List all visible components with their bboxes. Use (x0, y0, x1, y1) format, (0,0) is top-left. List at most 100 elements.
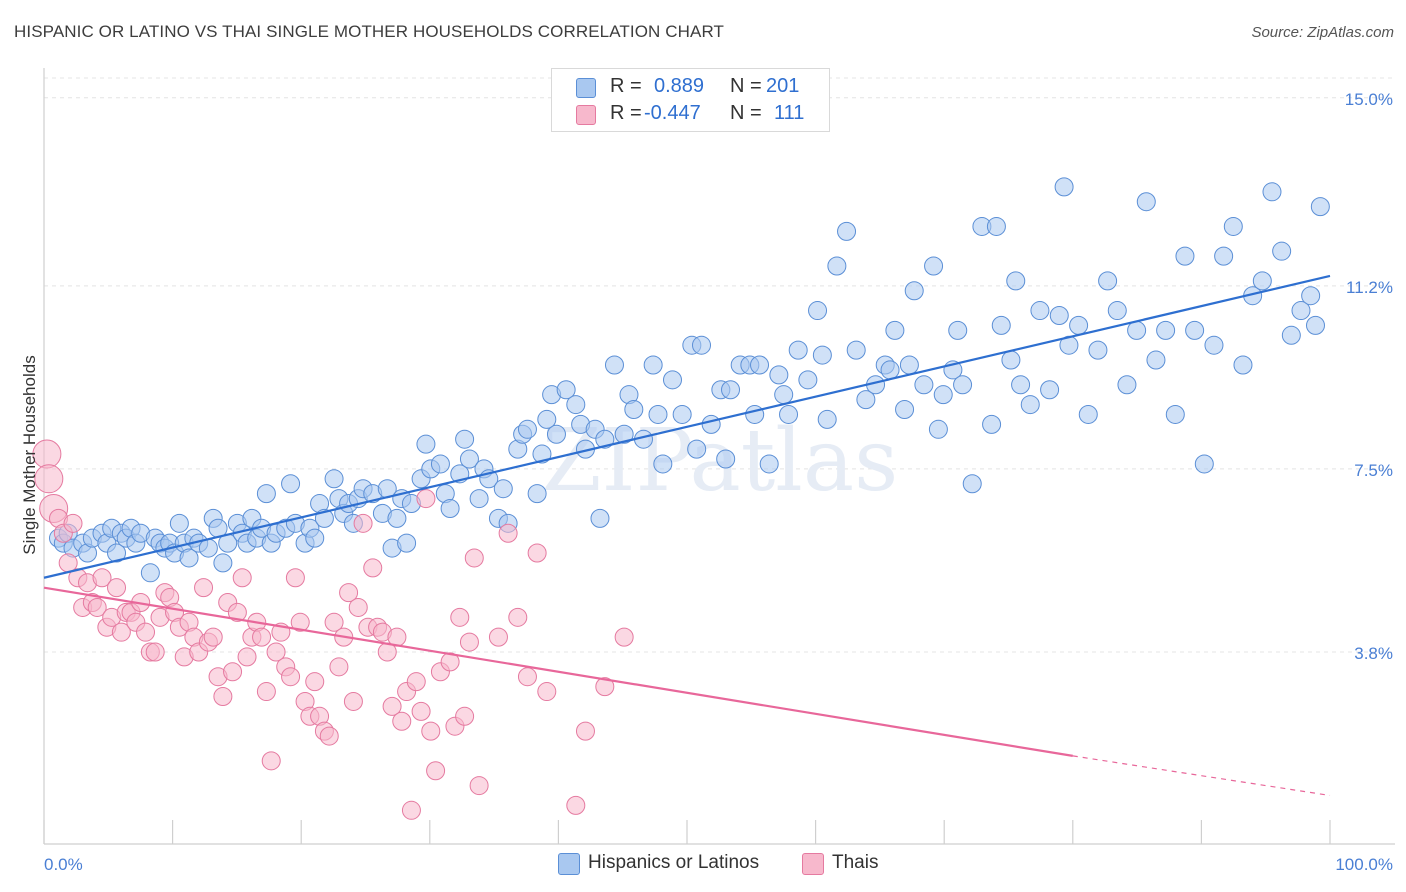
x-tick-label: 100.0% (1335, 855, 1393, 874)
y-tick-label: 11.2% (1346, 278, 1393, 297)
hispanic-point (1301, 286, 1321, 306)
hispanic-point (140, 563, 160, 583)
hispanic-point (846, 340, 866, 360)
hispanic-point (169, 513, 189, 533)
legend-swatch-hispanic (576, 78, 596, 98)
hispanic-point (653, 454, 673, 474)
thai-point (256, 682, 276, 702)
hispanic-point (1262, 182, 1282, 202)
hispanic-point (537, 409, 557, 429)
chart-title: HISPANIC OR LATINO VS THAI SINGLE MOTHER… (14, 22, 724, 41)
thai-point (34, 464, 64, 494)
thai-point (363, 558, 383, 578)
thai-point (411, 701, 431, 721)
hispanic-point (788, 340, 808, 360)
legend-r-label: R = (610, 75, 642, 97)
hispanic-point (517, 419, 537, 439)
hispanic-point (1088, 340, 1108, 360)
thai-point (566, 795, 586, 815)
source-label: Source: ZipAtlas.com (1251, 24, 1394, 41)
bottom-legend-swatch-hispanic (558, 853, 580, 875)
grid-lines (44, 77, 1395, 653)
thai-point (111, 622, 131, 642)
thai-point (517, 667, 537, 687)
hispanic-point (1214, 246, 1234, 266)
thai-point (92, 568, 112, 588)
hispanic-point (1310, 197, 1330, 217)
hispanic-point (1233, 355, 1253, 375)
hispanic-point (687, 439, 707, 459)
hispanic-point (701, 414, 721, 434)
hispanic-point (416, 434, 436, 454)
hispanic-points (49, 177, 1330, 583)
hispanic-point (459, 449, 479, 469)
thai-point (348, 597, 368, 617)
hispanic-point (1040, 380, 1060, 400)
hispanic-point (527, 484, 547, 504)
hispanic-point (1291, 301, 1311, 321)
bottom-legend-label: Hispanics or Latinos (588, 852, 760, 873)
hispanic-point (759, 454, 779, 474)
hispanic-point (808, 301, 828, 321)
thai-trend-extension (1072, 755, 1331, 797)
thai-point (194, 578, 214, 598)
hispanic-point (914, 375, 934, 395)
hispanic-point (1185, 320, 1205, 340)
hispanic-point (948, 320, 968, 340)
hispanic-point (1223, 216, 1243, 236)
hispanic-point (440, 498, 460, 518)
thai-point (498, 523, 518, 543)
x-tick-label: 0.0% (44, 855, 83, 874)
bottom-legend-swatch-thai (802, 853, 824, 875)
hispanic-point (1252, 271, 1272, 291)
hispanic-point (469, 489, 489, 509)
legend-n-label: N = (730, 102, 762, 124)
thai-point (232, 568, 252, 588)
hispanic-point (213, 553, 233, 573)
thai-point (575, 721, 595, 741)
hispanic-point (1305, 315, 1325, 335)
hispanic-point (1078, 404, 1098, 424)
hispanic-point (256, 484, 276, 504)
hispanic-point (179, 548, 199, 568)
thai-point (382, 696, 402, 716)
legend-r-label: R = (610, 102, 642, 124)
thai-point (488, 627, 508, 647)
thai-point (455, 706, 475, 726)
hispanic-point (1272, 241, 1292, 261)
hispanic-point (1049, 306, 1069, 326)
legend-row-thai: R = -0.447 N = 111 (552, 102, 829, 128)
hispanic-point (107, 543, 127, 563)
thai-point (87, 597, 107, 617)
hispanic-point (281, 474, 301, 494)
hispanic-point (924, 256, 944, 276)
legend-n-label: N = (730, 75, 762, 97)
hispanic-point (817, 409, 837, 429)
hispanic-point (532, 444, 552, 464)
thai-point (213, 687, 233, 707)
hispanic-point (962, 474, 982, 494)
thai-point (63, 513, 83, 533)
hispanic-point (1054, 177, 1074, 197)
thai-point (285, 568, 305, 588)
thai-point (353, 513, 373, 533)
hispanic-point (1127, 320, 1147, 340)
y-axis-label: Single Mother Households (20, 355, 39, 554)
hispanic-point (899, 355, 919, 375)
legend: R = 0.889 N = 201 R = -0.447 N = 111 (551, 68, 830, 132)
tick-labels: 3.8% 7.5% 11.2% 15.0% 0.0% 100.0% (44, 90, 1393, 874)
hispanic-point (1006, 271, 1026, 291)
thai-point (406, 672, 426, 692)
hispanic-point (662, 370, 682, 390)
thai-point (281, 667, 301, 687)
thai-point (252, 627, 272, 647)
hispanic-point (716, 449, 736, 469)
hispanic-point (928, 419, 948, 439)
thai-point (416, 489, 436, 509)
hispanic-point (455, 429, 475, 449)
thai-point (223, 662, 243, 682)
thai-point (508, 607, 528, 627)
thai-point (440, 652, 460, 672)
hispanic-point (1117, 375, 1137, 395)
